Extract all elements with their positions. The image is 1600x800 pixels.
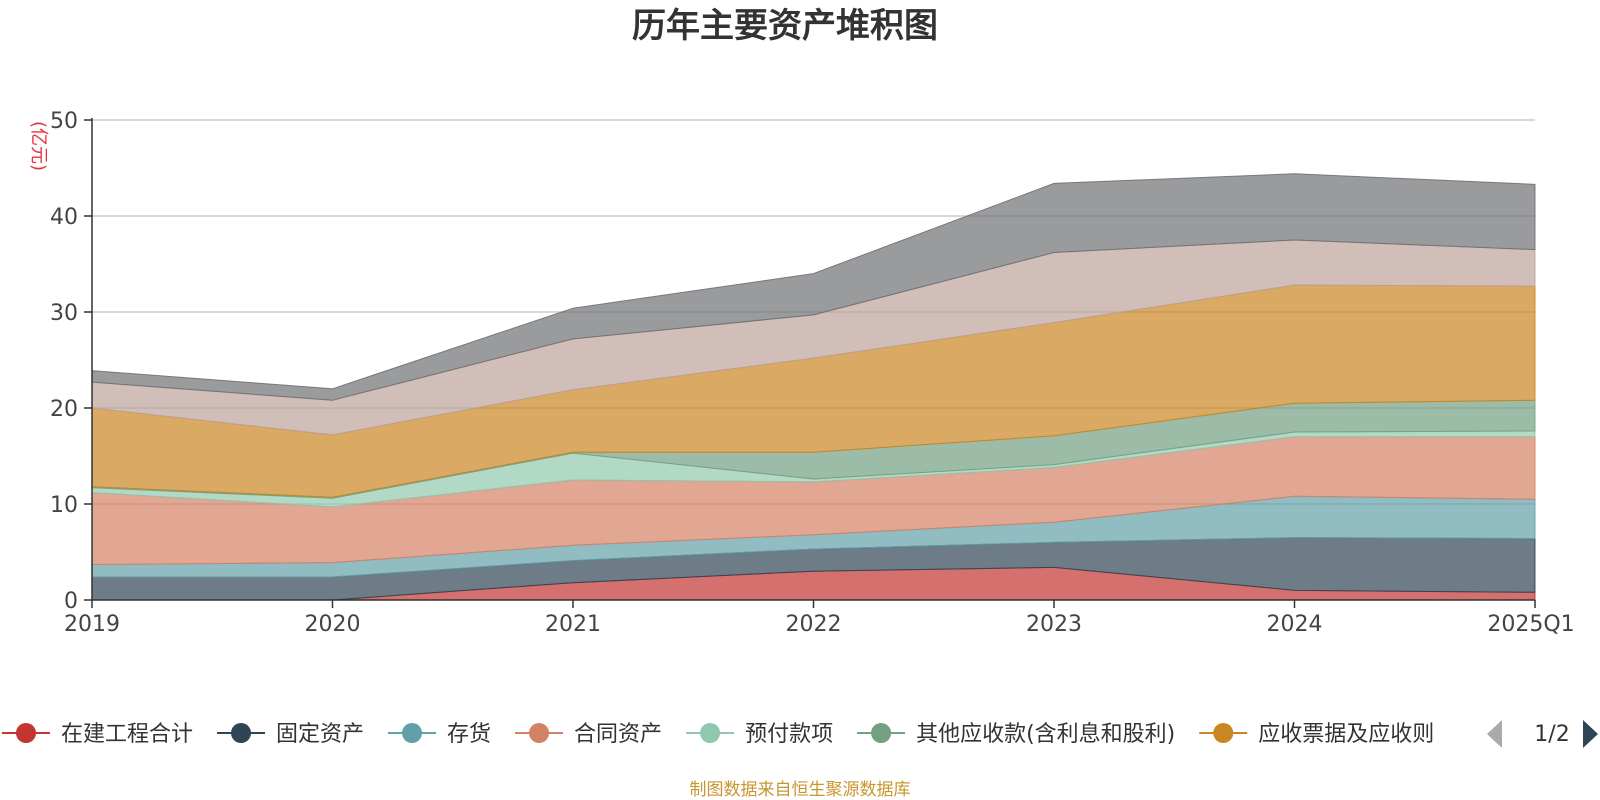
legend-label: 合同资产 xyxy=(574,722,662,747)
y-tick-label: 50 xyxy=(50,109,78,134)
legend-item[interactable]: 固定资产 xyxy=(217,722,364,747)
legend-item[interactable]: 预付款项 xyxy=(686,722,833,747)
legend-dot-marker xyxy=(402,723,423,743)
x-tick-label: 2020 xyxy=(305,612,361,637)
x-tick-label: 2025Q1 xyxy=(1487,612,1574,637)
x-tick-label: 2024 xyxy=(1267,612,1323,637)
y-tick-label: 40 xyxy=(50,205,78,230)
legend-item[interactable]: 应收票据及应收则 xyxy=(1199,722,1434,747)
legend-dot-marker xyxy=(529,723,550,743)
legend-label: 预付款项 xyxy=(745,722,833,747)
legend-page-indicator: 1/2 xyxy=(1534,722,1569,747)
y-tick-label: 10 xyxy=(50,493,78,518)
legend-dot-marker xyxy=(1213,723,1234,743)
area-series-group xyxy=(91,173,1536,601)
legend-label: 在建工程合计 xyxy=(61,722,193,747)
source-note: 制图数据来自恒生聚源数据库 xyxy=(690,780,911,800)
y-tick-label: 30 xyxy=(50,301,78,326)
x-tick-label: 2022 xyxy=(786,612,842,637)
legend-dot-marker xyxy=(700,723,721,743)
legend-label: 固定资产 xyxy=(276,722,364,747)
x-tick-label: 2019 xyxy=(64,612,120,637)
axes: 0 10 20 30 40 50 2019 2020 2021 2022 2023 2024 2025Q… xyxy=(50,109,1575,637)
legend-item[interactable]: 在建工程合计 xyxy=(2,722,193,747)
legend-label: 其他应收款(含利息和股利) xyxy=(916,722,1175,747)
legend-label: 存货 xyxy=(447,722,491,747)
legend-prev-page-icon[interactable] xyxy=(1487,720,1502,748)
legend-dot-marker xyxy=(16,723,36,743)
x-tick-label: 2023 xyxy=(1026,612,1082,637)
area-series-9[interactable] xyxy=(91,173,1536,401)
legend-item[interactable]: 其他应收款(含利息和股利) xyxy=(857,722,1175,747)
y-axis-unit-label: (亿元) xyxy=(28,121,49,171)
chart-title: 历年主要资产堆积图 xyxy=(632,6,938,46)
y-tick-label: 20 xyxy=(50,397,78,422)
legend-next-page-icon[interactable] xyxy=(1583,720,1598,748)
legend-dot-marker xyxy=(231,723,252,743)
legend-item[interactable]: 存货 xyxy=(388,722,491,747)
legend-items: 在建工程合计 固定资产 存货 合同资产 预付款项 其他应收款(含利息和股利) 应收票据及应收… xyxy=(2,722,1434,747)
x-tick-label: 2021 xyxy=(545,612,601,637)
legend-item[interactable]: 合同资产 xyxy=(515,722,662,747)
legend-label: 应收票据及应收则 xyxy=(1258,722,1434,747)
legend-dot-marker xyxy=(871,723,892,743)
y-tick-label: 0 xyxy=(64,589,78,614)
legend: 在建工程合计 固定资产 存货 合同资产 预付款项 其他应收款(含利息和股利) 应收票据及应收… xyxy=(2,720,1598,748)
